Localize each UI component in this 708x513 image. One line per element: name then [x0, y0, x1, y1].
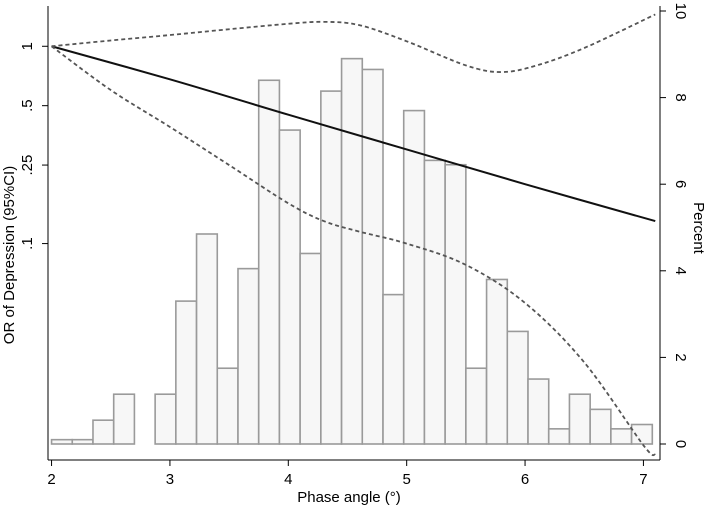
y-axis-left-title: OR of Depression (95%CI)	[1, 166, 18, 344]
y-axis-right-title: Percent	[690, 202, 707, 255]
histogram-bar	[154, 393, 177, 445]
histogram-bar	[257, 79, 281, 445]
y-left-tick-label: .5	[19, 99, 36, 112]
y-right-tick-label: 4	[672, 267, 689, 275]
histogram-bar	[630, 423, 654, 445]
x-tick-label: 5	[403, 471, 411, 488]
histogram-bar	[444, 163, 467, 445]
histogram-bar	[50, 438, 74, 445]
y-right-tick-label: 8	[672, 93, 689, 101]
x-tick-label: 4	[284, 471, 292, 488]
y-left-tick-label: .1	[19, 237, 36, 250]
histogram-bar	[299, 252, 322, 445]
histogram-bar	[92, 419, 115, 445]
or-estimate-line	[51, 45, 656, 223]
x-tick-label: 7	[639, 471, 647, 488]
axes	[47, 6, 661, 461]
histogram-bar	[361, 68, 384, 445]
histogram-bar	[195, 233, 219, 445]
histogram-bar	[402, 109, 426, 445]
x-axis-title: Phase angle (°)	[297, 489, 401, 506]
x-tick-label: 3	[166, 471, 174, 488]
histogram-bar	[340, 57, 364, 445]
histogram-bar	[175, 300, 198, 445]
y-right-tick-label: 6	[672, 180, 689, 188]
histogram-bar	[610, 428, 633, 445]
histogram-bar	[71, 438, 94, 445]
histogram-bar	[423, 159, 446, 445]
x-tick-label: 6	[521, 471, 529, 488]
histogram-bar	[465, 367, 488, 445]
histogram-bar	[216, 367, 239, 445]
histogram-bar	[382, 293, 405, 445]
histogram-bar	[506, 330, 529, 445]
histogram-bar	[527, 378, 550, 445]
y-left-tick-label: 1	[19, 42, 36, 50]
histogram-bar	[278, 129, 301, 445]
upper-ci-line	[51, 13, 656, 73]
histogram-bar	[547, 428, 571, 445]
histogram-bar	[320, 90, 343, 445]
histogram-bar	[568, 393, 591, 445]
lower-ci-line	[51, 45, 656, 457]
x-tick-label: 2	[47, 471, 55, 488]
or-curves	[51, 13, 656, 457]
histogram-bar	[485, 278, 509, 445]
y-right-tick-label: 0	[672, 440, 689, 448]
y-right-tick-label: 10	[672, 3, 689, 20]
histogram-bar	[237, 267, 260, 445]
histogram-bar	[589, 408, 612, 445]
histogram-bar	[112, 393, 136, 445]
histogram-bars	[50, 57, 654, 445]
y-right-tick-label: 2	[672, 353, 689, 361]
y-left-tick-label: .25	[19, 155, 36, 176]
